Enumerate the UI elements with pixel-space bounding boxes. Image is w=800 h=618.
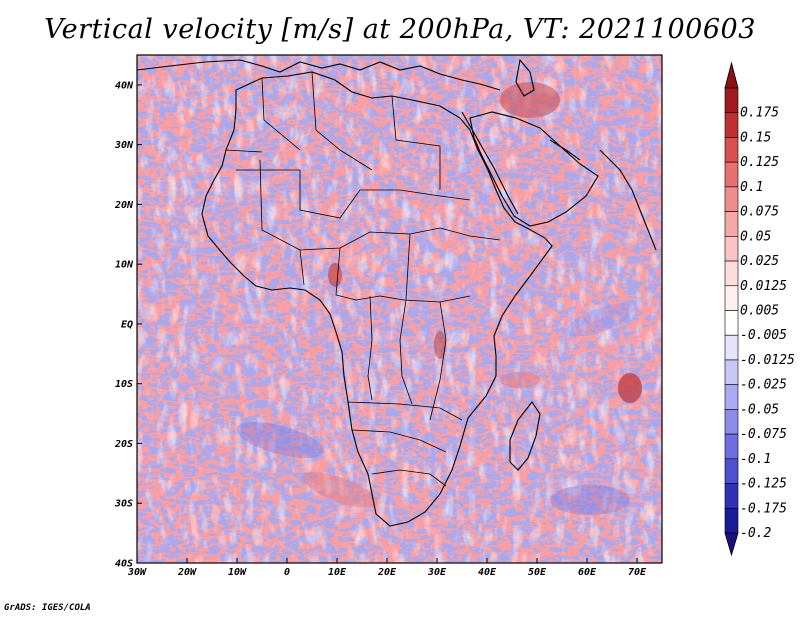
colorbar-label: -0.025 bbox=[740, 378, 787, 393]
colorbar-label: 0.0125 bbox=[740, 279, 787, 294]
colorbar-swatch bbox=[724, 186, 739, 212]
colorbar-swatch bbox=[724, 359, 739, 385]
country-borders bbox=[225, 71, 501, 487]
colorbar-label: 0.075 bbox=[740, 205, 779, 220]
colorbar-swatch bbox=[724, 87, 739, 114]
colorbar-label: 0.1 bbox=[740, 180, 763, 195]
colorbar-label: 0.175 bbox=[740, 106, 779, 121]
lon-tick-label: 10W bbox=[228, 567, 247, 578]
coastlines bbox=[137, 58, 657, 527]
colorbar-swatch bbox=[724, 260, 739, 287]
velocity-field bbox=[137, 55, 662, 563]
lat-tick-label: 30N bbox=[114, 140, 134, 151]
colorbar-label: 0.15 bbox=[740, 130, 771, 145]
lon-tick-label: 20E bbox=[377, 567, 397, 578]
lat-tick-label: 20N bbox=[114, 200, 134, 211]
lat-tick-label: EQ bbox=[121, 319, 133, 330]
lon-tick-label: 30W bbox=[127, 567, 147, 578]
lon-tick-label: 40E bbox=[478, 567, 497, 578]
colorbar-label: -0.1 bbox=[740, 452, 771, 467]
colorbar: 0.175 0.15 0.125 0.1 0.075 0.05 0.025 0.0125 0.0… bbox=[724, 61, 795, 557]
colorbar-swatch bbox=[724, 384, 739, 410]
lat-tick-label: 10S bbox=[115, 379, 133, 390]
grads-credit: GrADS: IGES/COLA bbox=[4, 603, 91, 613]
map-frame bbox=[136, 54, 663, 564]
colorbar-label: -0.05 bbox=[740, 402, 779, 417]
colorbar-label: 0.05 bbox=[740, 229, 771, 244]
colorbar-label: 0.125 bbox=[740, 155, 779, 170]
map-title: Vertical velocity [m/s] at 200hPa, VT: 2… bbox=[44, 14, 756, 45]
colorbar-label: -0.005 bbox=[740, 328, 787, 343]
lon-tick-label: 50E bbox=[528, 567, 547, 578]
colorbar-label: -0.125 bbox=[740, 477, 787, 492]
colorbar-swatch bbox=[724, 161, 739, 188]
colorbar-label: 0.025 bbox=[740, 254, 779, 269]
colorbar-swatch bbox=[724, 409, 739, 435]
colorbar-swatch bbox=[724, 112, 739, 138]
colorbar-swatch bbox=[724, 483, 739, 509]
colorbar-bottom-arrow bbox=[724, 532, 739, 557]
colorbar-swatch bbox=[724, 458, 739, 484]
longitude-axis: 30W 20W 10W 0 10E 20E 30E 40E 50E 60E 70E bbox=[127, 558, 647, 578]
latitude-axis: 40N 30N 20N 10N EQ 10S 20S 30S 40S bbox=[114, 80, 142, 570]
lon-tick-label: 60E bbox=[578, 567, 597, 578]
colorbar-swatch bbox=[724, 334, 739, 361]
lon-tick-label: 10E bbox=[328, 567, 347, 578]
lon-tick-label: 20W bbox=[177, 567, 197, 578]
colorbar-swatch bbox=[724, 236, 739, 262]
colorbar-top-arrow bbox=[724, 61, 739, 89]
colorbar-label: -0.0125 bbox=[740, 353, 795, 368]
lat-tick-label: 10N bbox=[115, 260, 134, 271]
colorbar-label: -0.175 bbox=[740, 501, 787, 516]
colorbar-swatch bbox=[724, 507, 739, 534]
colorbar-swatch bbox=[724, 433, 739, 460]
colorbar-label: -0.075 bbox=[740, 427, 787, 442]
colorbar-swatch bbox=[724, 285, 739, 311]
colorbar-swatch bbox=[724, 137, 739, 163]
lon-tick-label: 0 bbox=[284, 567, 290, 578]
lat-tick-label: 30S bbox=[114, 499, 133, 510]
colorbar-swatch bbox=[724, 211, 739, 237]
lat-tick-label: 40N bbox=[115, 80, 134, 91]
lon-tick-label: 70E bbox=[628, 567, 647, 578]
colorbar-swatch bbox=[724, 310, 739, 336]
lat-tick-label: 20S bbox=[114, 439, 133, 450]
colorbar-label: -0.2 bbox=[740, 526, 771, 541]
lon-tick-label: 30E bbox=[427, 567, 447, 578]
lat-tick-label: 40S bbox=[115, 559, 133, 570]
colorbar-label: 0.005 bbox=[740, 304, 779, 319]
